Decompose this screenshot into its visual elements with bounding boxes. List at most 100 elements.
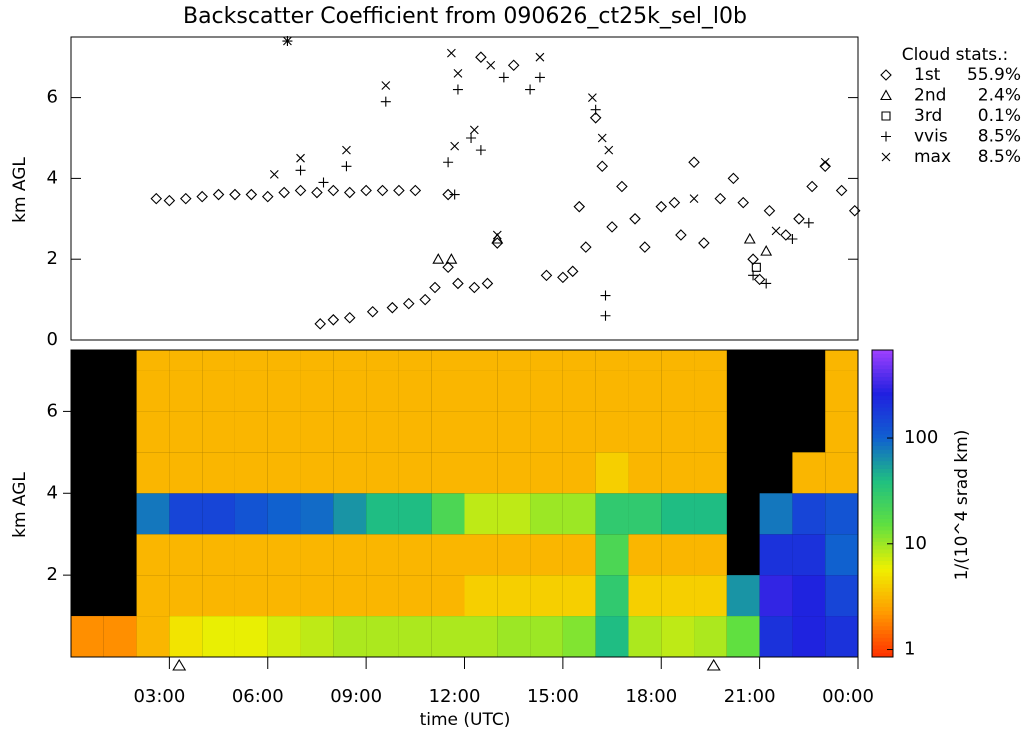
heatmap-cell (595, 493, 629, 535)
y-tick-label: 2 (47, 564, 58, 585)
heatmap-cell (333, 616, 367, 657)
heatmap-cell (366, 350, 399, 371)
colorbar-swatch (872, 491, 893, 497)
legend-symbol (880, 69, 892, 81)
heatmap-cell (825, 370, 858, 412)
colorbar-swatch (872, 484, 893, 489)
heatmap-cell (234, 452, 268, 494)
heatmap-cell (694, 616, 727, 657)
data-point (596, 160, 609, 173)
data-point (449, 189, 460, 200)
colorbar-tick-label: 100 (904, 427, 938, 448)
x-tick-label: 21:00 (724, 686, 776, 707)
heatmap-cell (825, 493, 858, 535)
heatmap-cell (202, 575, 235, 617)
heatmap-cell (497, 493, 531, 535)
data-point (150, 192, 163, 205)
colorbar-swatch (872, 568, 893, 574)
heatmap-cell (300, 575, 334, 617)
data-point (566, 265, 579, 278)
heatmap-cell (464, 493, 498, 535)
x-tick-label: 03:00 (133, 686, 185, 707)
legend-symbol (881, 152, 891, 162)
heatmap-cell (530, 411, 563, 453)
heatmap-cell (661, 350, 695, 371)
colorbar-swatch (872, 538, 893, 543)
data-point (296, 153, 305, 163)
heatmap-cell (759, 534, 793, 576)
heatmap-cell (431, 534, 465, 576)
data-point (492, 230, 502, 240)
colorbar-swatch (872, 584, 893, 589)
heatmap-cell (628, 616, 662, 657)
y-axis-label: km AGL (10, 472, 30, 538)
heatmap-cell (792, 616, 826, 657)
data-point (534, 72, 545, 83)
colorbar-swatch (872, 353, 893, 359)
colorbar-swatch (872, 630, 893, 635)
heatmap-cell (792, 493, 826, 535)
heatmap-cell (497, 616, 531, 657)
colorbar-swatch (872, 476, 893, 481)
heatmap-cell (202, 370, 235, 412)
heatmap-cell (169, 411, 203, 453)
data-point (835, 184, 848, 197)
data-point (760, 244, 773, 256)
data-point (629, 213, 641, 225)
data-point (229, 188, 241, 201)
y-tick-label: 6 (47, 400, 58, 421)
data-point (689, 194, 699, 203)
colorbar-swatch (872, 376, 893, 382)
heatmap-cell (464, 534, 498, 576)
colorbar-swatch (872, 438, 893, 443)
legend-label: 2nd (914, 86, 946, 106)
heatmap-cell (595, 411, 629, 453)
colorbar-swatch (872, 522, 893, 528)
colorbar-swatch (872, 595, 893, 600)
heatmap-cell (530, 452, 563, 494)
data-point (688, 156, 700, 169)
heatmap-cell (825, 350, 858, 371)
heatmap-cell (103, 616, 137, 657)
colorbar-swatch (872, 365, 893, 370)
heatmap-cell (661, 534, 695, 576)
data-point (761, 278, 772, 289)
heatmap-cell (628, 493, 662, 535)
data-point (751, 262, 761, 272)
colorbar-swatch (872, 499, 893, 504)
colorbar-swatch (872, 373, 893, 378)
heatmap-cell (530, 575, 563, 617)
data-point (771, 226, 781, 236)
heatmap-cell (267, 350, 301, 371)
colorbar-swatch (872, 361, 893, 366)
data-point (445, 253, 458, 264)
data-point (600, 310, 611, 321)
heatmap-cell (202, 493, 235, 535)
data-point (452, 84, 463, 95)
colorbar-swatch (872, 426, 893, 432)
legend-title: Cloud stats.: (902, 45, 1009, 65)
colorbar-swatch (872, 411, 893, 416)
heatmap-cell (694, 370, 727, 412)
heatmap-cell (398, 575, 432, 617)
data-point (714, 192, 727, 205)
heatmap-cell (661, 493, 695, 535)
heatmap-cell (530, 370, 563, 412)
data-point (819, 160, 831, 173)
colorbar-swatch (872, 465, 893, 470)
heatmap-cell (562, 411, 596, 453)
x-tick-label: 18:00 (625, 686, 677, 707)
heatmap-cell (431, 350, 465, 371)
x-tick-label: 12:00 (429, 686, 481, 707)
heatmap-cell (267, 493, 301, 535)
heatmap-cell (562, 575, 596, 617)
heatmap-cell (136, 452, 170, 494)
heatmap-cell (595, 534, 629, 576)
data-point (573, 200, 586, 213)
heatmap-cell (333, 493, 367, 535)
data-point (442, 188, 454, 201)
heatmap-cell (726, 575, 760, 617)
colorbar-swatch (872, 357, 893, 363)
y-axis-label: km AGL (10, 157, 30, 223)
